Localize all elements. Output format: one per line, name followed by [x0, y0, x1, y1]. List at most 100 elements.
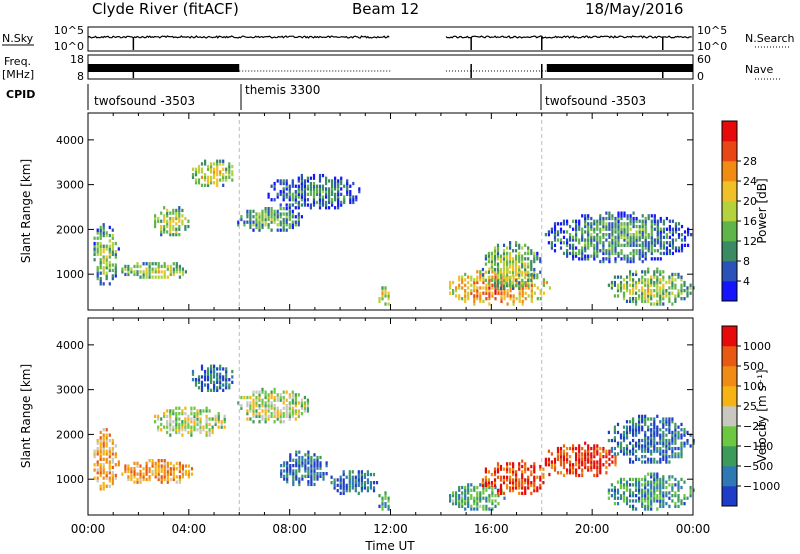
heat-cell	[310, 482, 313, 487]
heat-cell	[99, 436, 102, 440]
heat-cell	[145, 467, 148, 471]
heat-cell	[521, 483, 524, 487]
heat-cell	[342, 478, 345, 482]
heat-cell	[175, 412, 178, 416]
heat-cell	[130, 477, 133, 482]
heat-cell	[222, 175, 225, 179]
heat-cell	[252, 390, 255, 394]
heat-cell	[512, 299, 515, 303]
heat-cell	[288, 393, 291, 397]
heat-cell	[512, 249, 515, 253]
heat-cell	[632, 278, 635, 282]
heat-cell	[340, 192, 343, 196]
heat-cell	[139, 477, 142, 482]
heat-cell	[671, 446, 674, 451]
heat-cell	[105, 444, 108, 448]
heat-cell	[270, 412, 273, 416]
heat-cell	[653, 430, 656, 435]
heat-cell	[228, 167, 231, 171]
heat-cell	[629, 297, 632, 301]
heat-cell	[286, 464, 289, 468]
heat-cell	[301, 464, 304, 468]
heat-cell	[381, 297, 384, 301]
heat-cell	[650, 280, 653, 285]
heat-cell	[622, 477, 626, 482]
freq-band-0	[88, 64, 240, 72]
heat-cell	[187, 464, 190, 468]
heat-cell	[282, 390, 285, 394]
heat-cell	[133, 467, 136, 471]
heat-cell	[488, 297, 491, 301]
heat-cell	[629, 216, 632, 221]
heat-cell	[133, 480, 136, 484]
heat-cell	[616, 422, 620, 427]
heat-cell	[500, 283, 503, 287]
heat-cell	[282, 223, 285, 227]
heat-cell	[491, 291, 494, 295]
heat-cell	[578, 238, 581, 242]
heat-cell	[641, 230, 644, 234]
heat-cell	[620, 230, 623, 234]
heat-cell	[482, 299, 485, 303]
heat-cell	[668, 430, 671, 435]
heat-cell	[662, 457, 665, 461]
heat-cell	[647, 507, 650, 511]
heat-cell	[605, 249, 608, 253]
heat-cell	[644, 433, 647, 437]
heat-cell	[279, 393, 282, 397]
heat-cell	[616, 502, 620, 506]
heat-cell	[261, 409, 264, 413]
y-tick-label-2: 3000	[56, 384, 84, 397]
heat-cell	[99, 279, 102, 283]
heat-cell	[491, 502, 494, 506]
heat-cell	[665, 428, 668, 432]
heat-cell	[172, 472, 175, 476]
heat-cell	[680, 485, 683, 490]
heat-cell	[659, 297, 662, 301]
heat-cell	[360, 481, 363, 485]
heat-cell	[653, 272, 656, 277]
heat-cell	[650, 460, 653, 464]
heat-cell	[562, 452, 566, 456]
heat-cell	[240, 215, 243, 219]
heat-cell	[136, 461, 139, 465]
heat-cell	[668, 227, 671, 231]
heat-cell	[593, 219, 596, 223]
heat-cell	[488, 496, 491, 500]
heat-cell	[343, 198, 346, 202]
heat-cell	[629, 477, 632, 482]
heat-cell	[318, 192, 322, 196]
heat-cell	[151, 469, 154, 474]
heat-cell	[674, 455, 677, 459]
heat-cell	[154, 216, 157, 221]
heat-cell	[599, 463, 602, 467]
heat-cell	[298, 480, 301, 484]
heat-cell	[632, 507, 635, 511]
heat-cell	[295, 458, 298, 462]
heat-cell	[145, 262, 148, 266]
heat-cell	[163, 459, 166, 463]
heat-cell	[617, 227, 620, 231]
heat-cell	[273, 420, 276, 424]
heat-cell	[111, 274, 114, 278]
heat-cell	[479, 286, 482, 290]
heat-cell	[105, 441, 108, 445]
heat-cell	[111, 452, 114, 456]
heat-cell	[566, 222, 569, 226]
heat-cell	[270, 184, 273, 188]
heat-cell	[632, 257, 635, 261]
heat-cell	[99, 282, 102, 286]
heat-cell	[659, 286, 662, 290]
heat-cell	[575, 446, 578, 451]
heat-cell	[279, 223, 282, 227]
heat-cell	[306, 401, 309, 405]
heat-cell	[286, 477, 289, 481]
heat-cell	[671, 438, 674, 443]
heat-cell	[653, 241, 656, 245]
heat-cell	[619, 275, 623, 279]
heat-cell	[228, 162, 231, 166]
heat-cell	[199, 422, 202, 427]
heat-cell	[213, 383, 216, 387]
heat-cell	[656, 257, 659, 261]
heat-cell	[641, 297, 644, 301]
